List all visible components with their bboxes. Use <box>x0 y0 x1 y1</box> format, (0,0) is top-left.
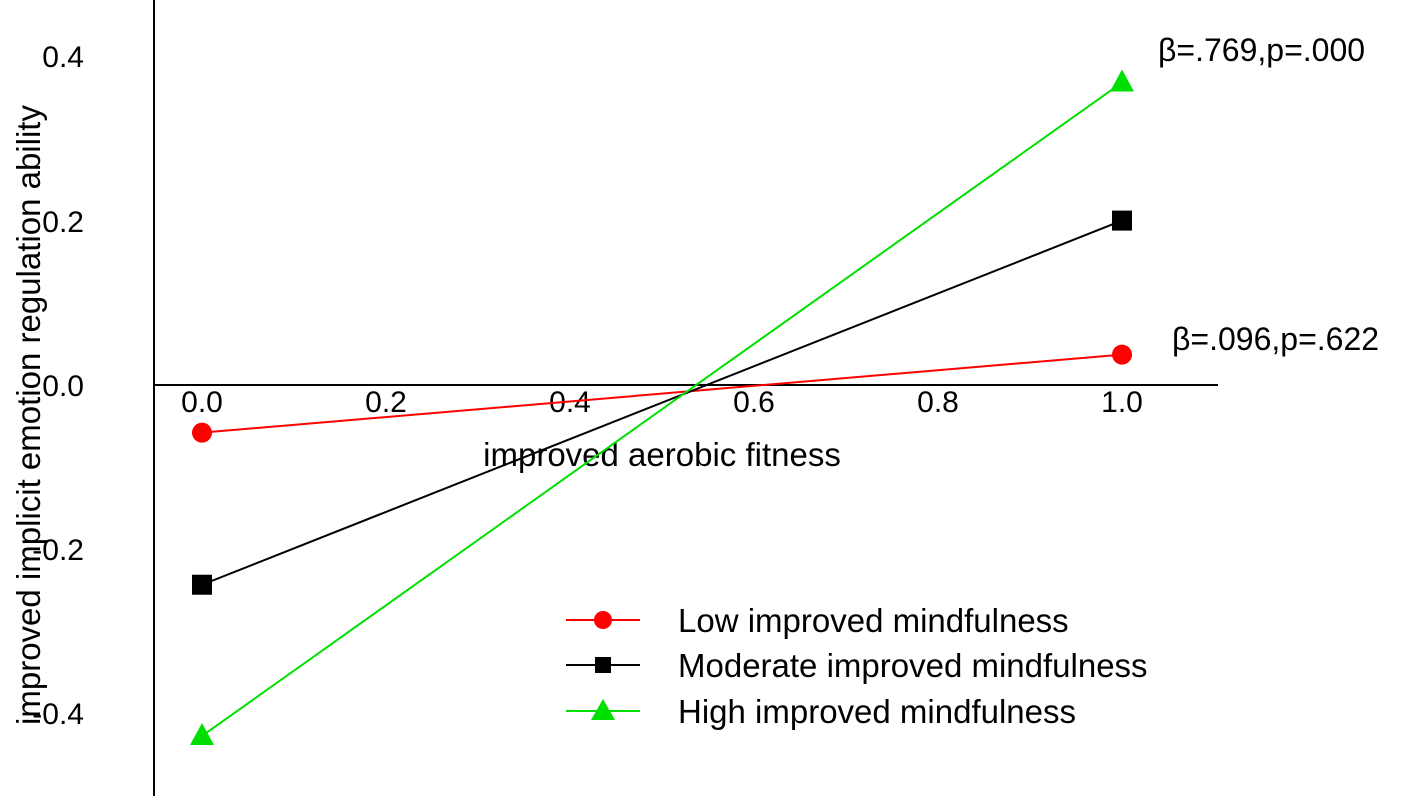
legend-square-marker <box>595 657 611 673</box>
x-tick-label: 0.0 <box>181 386 223 419</box>
annotation-low: β=.096,p=.622 <box>1172 321 1379 357</box>
data-point-marker <box>192 574 212 595</box>
legend-label-high: High improved mindfulness <box>678 693 1076 730</box>
x-tick-label: 0.6 <box>733 386 775 419</box>
y-tick-label: 0.2 <box>42 206 84 239</box>
y-tick-label: -0.4 <box>32 698 84 731</box>
annotation-high: β=.769,p=.000 <box>1158 32 1365 68</box>
series-line <box>201 81 1123 737</box>
y-tick-label: 0.0 <box>42 370 84 403</box>
y-tick-label: -0.2 <box>32 534 84 567</box>
axes <box>153 0 1218 796</box>
data-point-marker <box>190 722 214 745</box>
x-axis-title: improved aerobic fitness <box>483 436 841 473</box>
x-tick-label: 1.0 <box>1101 386 1143 419</box>
series-layer <box>190 69 1134 745</box>
legend-circle-marker <box>594 611 612 629</box>
legend-item-low: Low improved mindfulness <box>566 602 1069 639</box>
legend-item-high: High improved mindfulness <box>566 693 1076 730</box>
legend-triangle-marker <box>591 699 615 720</box>
legend-item-moderate: Moderate improved mindfulness <box>566 647 1148 684</box>
legend: Low improved mindfulness Moderate improv… <box>566 602 1148 730</box>
data-point-marker <box>1112 210 1132 231</box>
x-tick-labels: 0.0 0.2 0.4 0.6 0.8 1.0 <box>181 386 1143 419</box>
legend-label-moderate: Moderate improved mindfulness <box>678 647 1148 684</box>
data-point-marker <box>192 422 212 443</box>
data-point-marker <box>1110 69 1134 92</box>
series-line <box>201 219 1123 586</box>
x-tick-label: 0.2 <box>365 386 407 419</box>
x-tick-label: 0.8 <box>917 386 959 419</box>
data-point-marker <box>1112 344 1132 365</box>
series-line <box>201 353 1123 434</box>
y-tick-label: 0.4 <box>42 41 84 74</box>
y-tick-labels: 0.4 0.2 0.0 -0.2 -0.4 <box>32 41 84 731</box>
y-axis-title: improved implicit emotion regulation abi… <box>10 105 47 725</box>
legend-label-low: Low improved mindfulness <box>678 602 1069 639</box>
